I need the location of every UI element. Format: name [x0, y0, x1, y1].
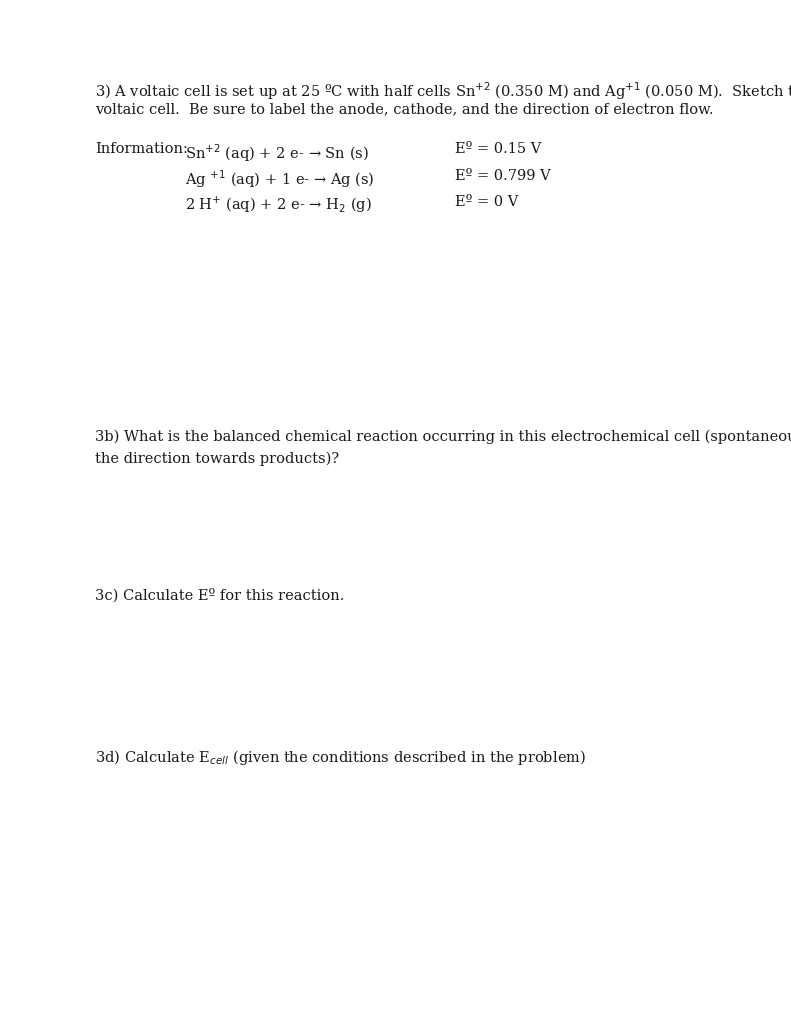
Text: Ag $^{+1}$ (aq) + 1 e- → Ag (s): Ag $^{+1}$ (aq) + 1 e- → Ag (s): [185, 169, 375, 190]
Text: the direction towards products)?: the direction towards products)?: [95, 452, 339, 466]
Text: Eº = 0 V: Eº = 0 V: [455, 195, 518, 209]
Text: 3c) Calculate Eº for this reaction.: 3c) Calculate Eº for this reaction.: [95, 588, 344, 602]
Text: Eº = 0.15 V: Eº = 0.15 V: [455, 142, 541, 156]
Text: voltaic cell.  Be sure to label the anode, cathode, and the direction of electro: voltaic cell. Be sure to label the anode…: [95, 102, 713, 116]
Text: 3) A voltaic cell is set up at 25 ºC with half cells Sn$^{+2}$ (0.350 M) and Ag$: 3) A voltaic cell is set up at 25 ºC wit…: [95, 80, 791, 101]
Text: 3b) What is the balanced chemical reaction occurring in this electrochemical cel: 3b) What is the balanced chemical reacti…: [95, 430, 791, 444]
Text: Sn$^{+2}$ (aq) + 2 e- → Sn (s): Sn$^{+2}$ (aq) + 2 e- → Sn (s): [185, 142, 369, 164]
Text: Information:: Information:: [95, 142, 188, 156]
Text: Eº = 0.799 V: Eº = 0.799 V: [455, 169, 551, 182]
Text: 3d) Calculate E$_{cell}$ (given the conditions described in the problem): 3d) Calculate E$_{cell}$ (given the cond…: [95, 748, 586, 767]
Text: 2 H$^{+}$ (aq) + 2 e- → H$_2$ (g): 2 H$^{+}$ (aq) + 2 e- → H$_2$ (g): [185, 195, 372, 215]
